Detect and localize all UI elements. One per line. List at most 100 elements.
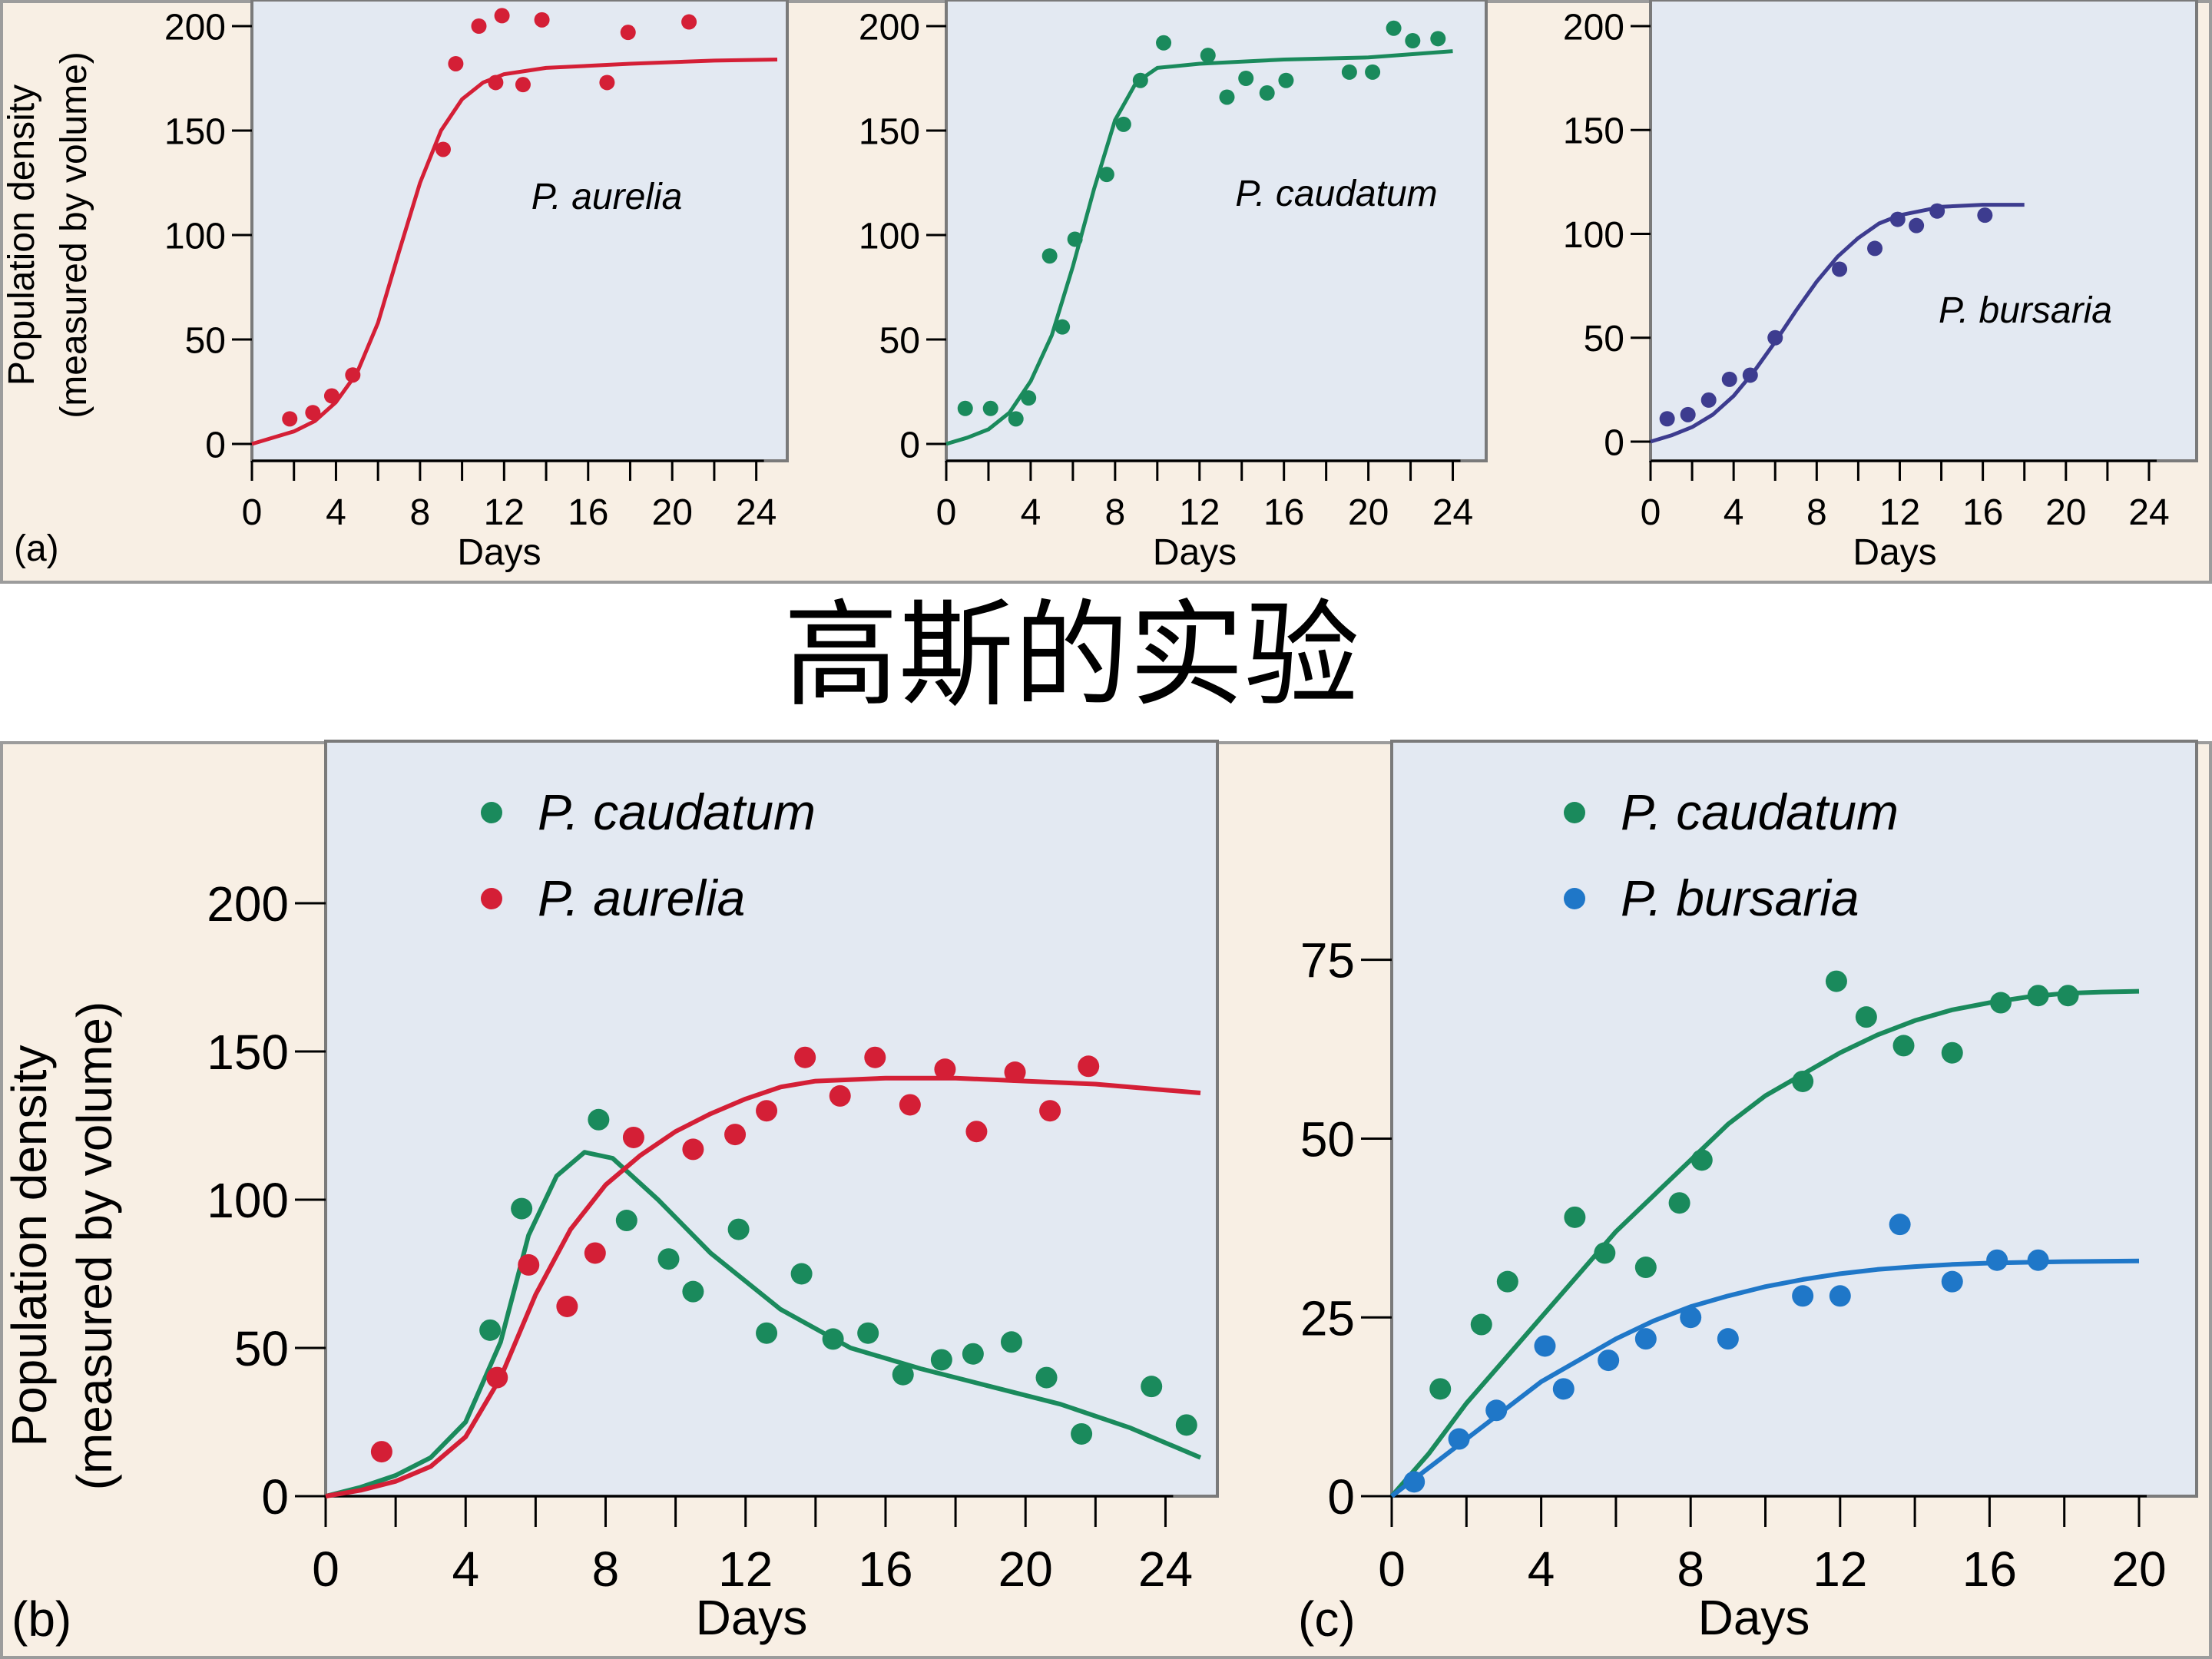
panel-letter: (c) — [1298, 1591, 1356, 1647]
x-tick-label: 8 — [1104, 492, 1125, 533]
x-tick-label: 12 — [1879, 492, 1920, 533]
data-point — [790, 1263, 813, 1285]
y-tick-label: 0 — [1604, 422, 1624, 463]
data-point — [857, 1322, 879, 1344]
data-point — [622, 1126, 644, 1148]
fit-curve — [1389, 988, 2140, 1498]
data-point — [724, 1124, 747, 1146]
y-tick-label: 0 — [899, 425, 920, 465]
fit-curve — [251, 58, 778, 446]
y-axis-label-line1: Population density — [2, 1045, 57, 1446]
data-point — [1829, 1285, 1851, 1307]
data-point — [1403, 1471, 1426, 1493]
data-point — [1598, 1349, 1620, 1372]
data-point — [1721, 371, 1737, 387]
species-label: P. caudatum — [1235, 174, 1437, 214]
data-point — [1767, 329, 1783, 346]
data-point — [615, 1210, 637, 1232]
x-tick-label: 16 — [568, 492, 608, 533]
data-point — [962, 1343, 984, 1365]
data-point — [305, 405, 321, 421]
x-tick-label: 24 — [1432, 492, 1473, 533]
data-point — [1067, 231, 1083, 247]
data-point — [1929, 203, 1945, 219]
x-tick-label: 24 — [1138, 1541, 1193, 1597]
x-tick-label: 16 — [858, 1541, 912, 1597]
data-point — [1278, 72, 1294, 88]
y-tick-label: 75 — [1300, 933, 1355, 988]
data-point — [1867, 240, 1883, 257]
data-point — [1889, 1214, 1911, 1236]
legend-marker — [1564, 888, 1585, 909]
data-point — [727, 1218, 750, 1240]
data-point — [1941, 1270, 1963, 1293]
data-point — [345, 367, 361, 383]
data-point — [1078, 1055, 1100, 1078]
y-tick-label: 100 — [1563, 215, 1624, 256]
data-point — [1156, 35, 1172, 51]
data-point — [1832, 261, 1848, 277]
x-axis-label: Days — [696, 1590, 808, 1645]
data-point — [435, 141, 451, 157]
data-point — [1941, 1041, 1963, 1064]
chart-0: 0 4 8 12 16 20 24 0 50 100 150 200 Days Population de… — [2, 0, 789, 573]
y-tick-label: 100 — [859, 216, 920, 257]
data-point — [1004, 1061, 1026, 1084]
legend-label: P. caudatum — [538, 783, 816, 840]
data-point — [1041, 248, 1058, 264]
y-tick-label: 200 — [207, 876, 289, 932]
y-tick-label: 0 — [205, 425, 226, 465]
legend-label: P. bursaria — [1621, 869, 1859, 926]
data-point — [794, 1046, 816, 1068]
data-point — [957, 400, 973, 416]
series-p--bursaria — [1390, 1214, 2140, 1498]
data-point — [864, 1046, 886, 1068]
data-point — [1680, 406, 1696, 422]
data-point — [1552, 1378, 1575, 1400]
data-point — [1977, 207, 1993, 224]
data-point — [488, 75, 504, 91]
fit-curve — [945, 49, 1453, 446]
x-tick-label: 20 — [2111, 1541, 2166, 1597]
x-tick-label: 0 — [1378, 1541, 1406, 1597]
legend-label: P. aurelia — [538, 869, 745, 926]
data-point — [282, 411, 298, 427]
data-point — [556, 1295, 578, 1317]
x-axis-label: Days — [1698, 1590, 1810, 1645]
data-point — [511, 1197, 533, 1220]
data-point — [1132, 72, 1148, 88]
y-axis-label-line1: Population density — [2, 84, 42, 386]
data-point — [1855, 1006, 1877, 1028]
data-point — [1175, 1414, 1197, 1436]
data-point — [1485, 1399, 1508, 1422]
x-tick-label: 0 — [312, 1541, 339, 1597]
y-axis-label-line2: (measured by volume) — [54, 51, 94, 419]
data-point — [1792, 1285, 1814, 1307]
data-point — [1405, 33, 1421, 49]
data-point — [515, 77, 531, 93]
data-point — [756, 1100, 778, 1122]
data-point — [930, 1349, 952, 1371]
species-label: P. aurelia — [531, 177, 683, 217]
data-point — [471, 18, 487, 34]
x-tick-label: 16 — [1263, 492, 1304, 533]
y-tick-label: 100 — [164, 216, 226, 257]
fit-curve — [1390, 1258, 2140, 1498]
data-point — [448, 55, 464, 71]
data-point — [1021, 390, 1037, 406]
x-tick-label: 8 — [1677, 1541, 1704, 1597]
data-point — [1594, 1242, 1616, 1264]
x-tick-label: 4 — [1724, 492, 1744, 533]
x-tick-label: 8 — [410, 492, 431, 533]
data-point — [534, 12, 550, 28]
y-tick-label: 200 — [1563, 7, 1624, 48]
data-point — [1341, 64, 1357, 80]
x-tick-label: 4 — [1528, 1541, 1555, 1597]
x-tick-label: 24 — [2128, 492, 2169, 533]
y-tick-label: 100 — [207, 1173, 289, 1228]
data-point — [1098, 167, 1114, 183]
data-point — [1496, 1270, 1518, 1293]
data-point — [965, 1121, 988, 1143]
chart-2: 0 4 8 12 16 20 24 0 50 100 150 200 Days P. bursaria — [1563, 0, 2198, 573]
